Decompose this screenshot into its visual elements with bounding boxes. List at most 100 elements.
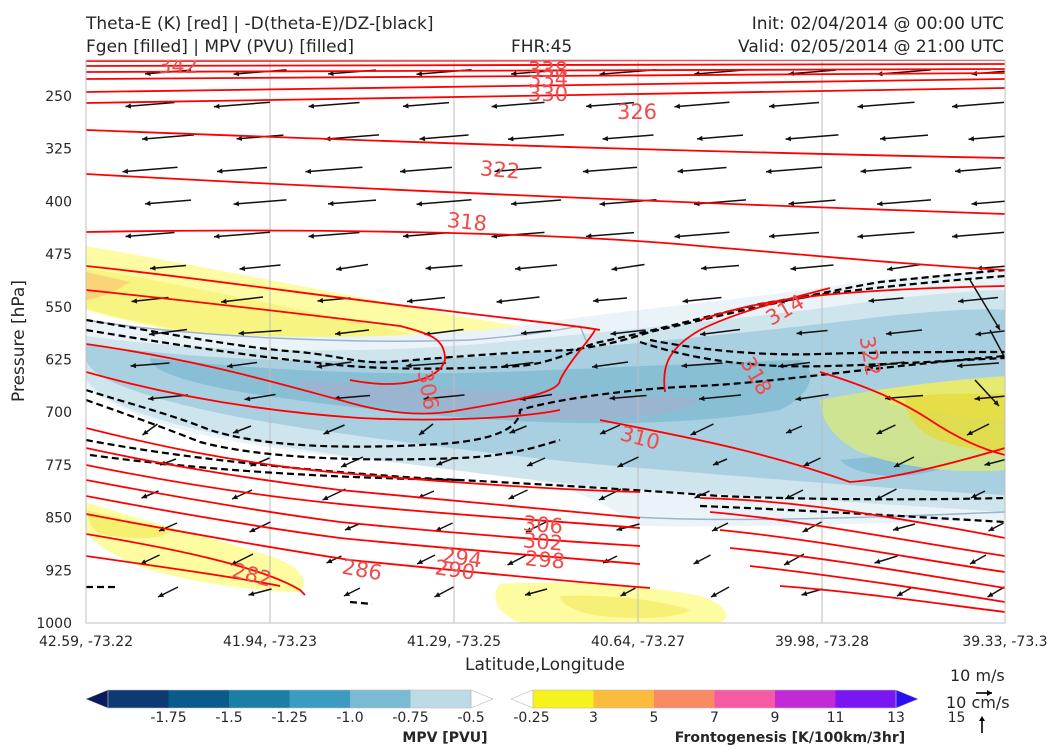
wind-vector <box>885 329 923 336</box>
wind-vector <box>514 264 558 272</box>
svg-text:334: 334 <box>528 67 568 91</box>
wind-vector <box>405 362 447 369</box>
theta-e-contour <box>749 565 1005 603</box>
theta-e-contour <box>86 479 641 547</box>
wind-vector <box>510 199 562 207</box>
fgen-colorbar-tick: 7 <box>710 710 719 726</box>
filled-region-15 <box>560 595 690 618</box>
fgen-colorbar-tick: 13 <box>887 710 905 726</box>
theta-e-contour <box>86 229 1005 271</box>
wind-vector <box>416 554 436 565</box>
wind-vector <box>232 425 252 434</box>
mpv-colorbar-extend-low <box>85 689 109 709</box>
contour-label: 342 <box>158 60 198 78</box>
filled-region-2 <box>86 272 130 300</box>
wind-vector <box>690 423 714 436</box>
wind-vector <box>712 458 728 466</box>
fgen-colorbar-segment <box>654 690 715 708</box>
wind-vector <box>602 134 654 142</box>
wind-vector <box>406 296 446 304</box>
wind-vector <box>699 328 741 337</box>
y-tick-label: 550 <box>45 300 72 316</box>
fgen-colorbar-extend-low <box>510 689 534 709</box>
theta-e-contour <box>699 285 1005 321</box>
wind-vector <box>886 263 922 272</box>
wind-vector <box>125 231 175 239</box>
wind-vector <box>768 231 820 239</box>
wind-vector <box>122 166 178 174</box>
wind-vector <box>790 264 834 272</box>
wind-vector <box>435 522 453 532</box>
theta-e-contour <box>86 495 641 565</box>
wind-vector <box>141 134 195 142</box>
mpv-colorbar-tick: -1.25 <box>271 710 307 726</box>
filled-region-1 <box>86 268 428 353</box>
wind-vector <box>125 101 175 109</box>
wind-vector <box>213 231 271 239</box>
y-tick-label: 700 <box>45 405 72 421</box>
wind-vectors <box>122 68 1005 598</box>
x-tick-label: 41.29, -73.25 <box>407 634 501 650</box>
wind-vector <box>876 199 932 207</box>
filled-fields <box>86 246 1005 623</box>
y-tick-label: 925 <box>45 563 72 579</box>
stability-contour <box>86 268 1005 364</box>
plot-frame <box>85 59 1006 624</box>
mpv-colorbar-tick: -0.25 <box>513 710 549 726</box>
wind-vector <box>436 458 452 466</box>
svg-text:326: 326 <box>617 100 657 124</box>
stability-contour <box>86 438 1005 501</box>
svg-text:298: 298 <box>524 546 566 573</box>
svg-text:338: 338 <box>528 58 568 82</box>
wind-vector <box>802 521 822 533</box>
wind-vector <box>988 522 1004 532</box>
theta-e-contour <box>86 129 1005 159</box>
fgen-colorbar-tick: 3 <box>589 710 598 726</box>
svg-text:306: 306 <box>522 511 564 538</box>
wind-vector <box>494 166 542 174</box>
svg-text:322: 322 <box>479 156 521 183</box>
wind-vector <box>399 166 453 174</box>
wind-vector <box>599 424 621 435</box>
theta-e-contour <box>86 464 641 529</box>
wind-vector <box>592 297 628 304</box>
stability-contour <box>699 504 1005 524</box>
theta-e-contour <box>779 585 1005 613</box>
y-tick-label: 850 <box>45 511 72 527</box>
wind-vector <box>334 329 370 336</box>
wind-vector <box>681 362 723 369</box>
theta-e-contour <box>709 511 1005 557</box>
svg-text:318: 318 <box>446 208 488 236</box>
fgen-colorbar-tick: 15 <box>948 710 966 726</box>
stability-contour <box>649 338 1005 356</box>
y-tick-label: 775 <box>45 458 72 474</box>
contour-label: 298 <box>524 546 566 573</box>
wind-vector <box>974 395 1005 402</box>
wind-vector <box>803 457 821 467</box>
wind-vector <box>316 361 352 369</box>
mpv-colorbar-segment <box>108 690 169 708</box>
wind-vector <box>785 134 839 142</box>
stability-contour <box>349 600 373 606</box>
wind-vector <box>788 199 836 207</box>
wind-vector <box>765 166 823 174</box>
fgen-colorbar-segment <box>714 690 776 708</box>
mpv-colorbar-tick: -0.5 <box>457 710 484 726</box>
fgen-colorbar: 3 5 7 9 11 13 15 Frontogenesis [K/100km/3hr] <box>510 689 966 746</box>
wind-vector <box>496 296 540 304</box>
wind-vector <box>879 134 929 142</box>
wind-vector <box>526 457 546 467</box>
wind-vector <box>874 555 898 564</box>
theta-e-contour <box>86 555 281 587</box>
mpv-colorbar-segment <box>350 690 411 708</box>
wind-vector <box>582 166 638 174</box>
mpv-colorbar-tick: -1.5 <box>215 710 242 726</box>
x-tick-label: 42.59, -73.22 <box>39 634 133 650</box>
mpv-colorbar-segment <box>289 690 351 708</box>
wind-vector <box>969 554 987 565</box>
wind-vector <box>239 264 281 272</box>
wind-vector <box>677 166 727 174</box>
fgen-colorbar-tick: 11 <box>827 710 845 726</box>
wind-vector <box>130 362 170 369</box>
mpv-colorbar-title: MPV [PVU] <box>402 730 487 746</box>
